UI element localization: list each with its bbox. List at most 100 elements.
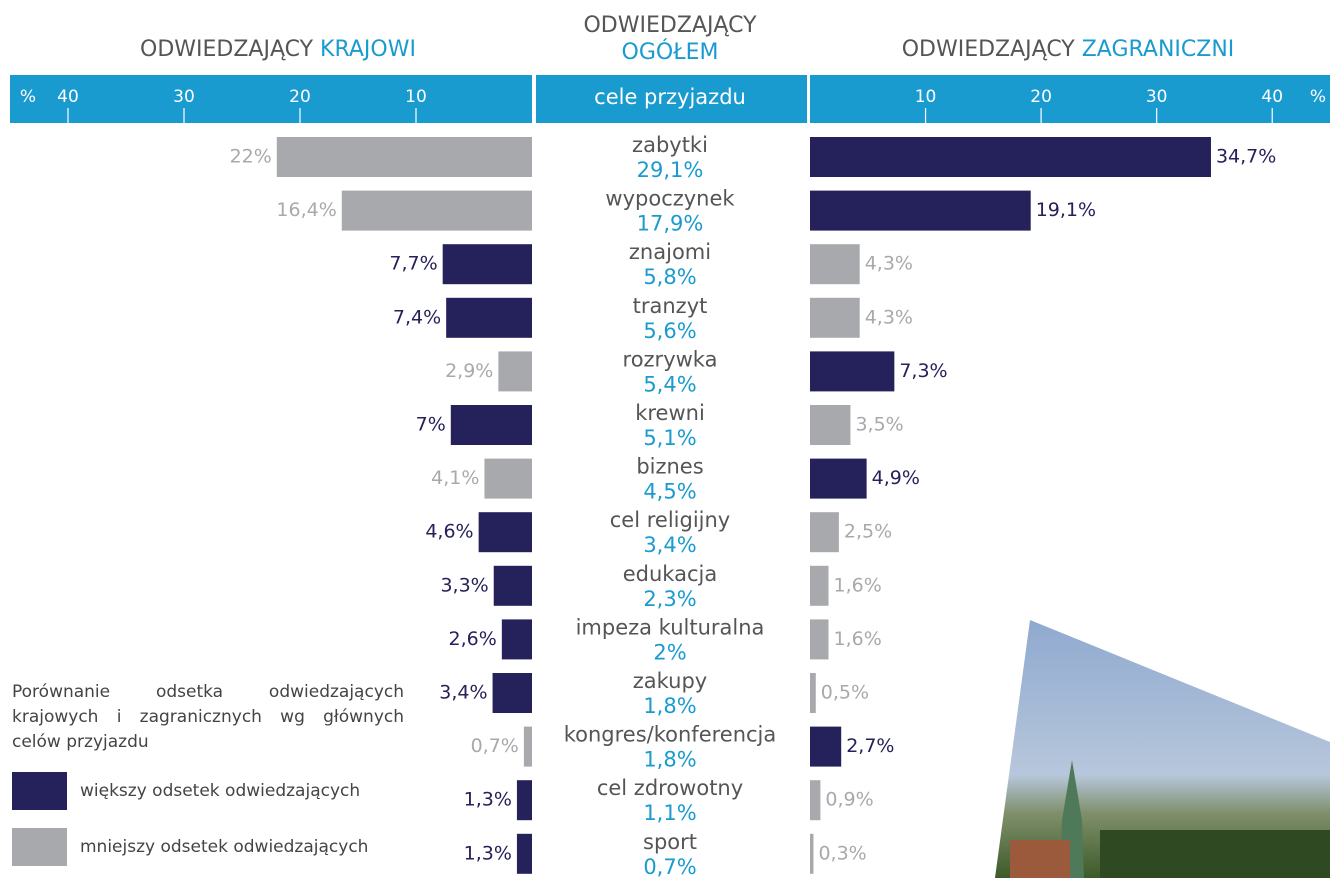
total-label: 17,9%	[637, 212, 704, 236]
value-label: 16,4%	[276, 199, 336, 221]
value-label: 3,3%	[440, 574, 488, 596]
legend-swatch	[12, 828, 67, 866]
x-tick-label: 10	[915, 87, 937, 107]
bar	[810, 191, 1031, 231]
x-tick-label: 30	[173, 87, 195, 107]
total-label: 5,1%	[643, 426, 696, 450]
bar	[810, 459, 867, 499]
category-label: biznes	[636, 455, 703, 479]
bar	[810, 619, 828, 659]
category-label: wypoczynek	[605, 187, 735, 211]
bar	[810, 512, 839, 552]
value-label: 1,3%	[464, 842, 512, 864]
category-label: sport	[643, 830, 697, 854]
value-label: 0,3%	[818, 842, 866, 864]
value-label: 1,6%	[833, 574, 881, 596]
value-label: 0,7%	[471, 735, 519, 757]
center-title: OGÓŁEM	[622, 39, 719, 65]
value-label: 22%	[230, 146, 272, 168]
value-label: 2,7%	[846, 735, 894, 757]
category-label: znajomi	[629, 240, 711, 264]
category-label: cel zdrowotny	[597, 776, 743, 800]
value-label: 34,7%	[1216, 146, 1276, 168]
bar	[810, 244, 860, 284]
total-label: 1,8%	[643, 694, 696, 718]
x-tick-label: 40	[1261, 87, 1283, 107]
value-label: 3,5%	[855, 414, 903, 436]
legend-label: większy odsetek odwiedzających	[80, 781, 360, 801]
category-label: tranzyt	[633, 294, 708, 318]
value-label: 2,9%	[445, 360, 493, 382]
value-label: 7%	[416, 414, 446, 436]
value-label: 1,3%	[464, 789, 512, 811]
x-tick-label: 20	[289, 87, 311, 107]
value-label: 0,5%	[821, 682, 869, 704]
total-label: 3,4%	[643, 533, 696, 557]
bar	[494, 566, 532, 606]
chart: ODWIEDZAJĄCY KRAJOWI ODWIEDZAJĄCY OGÓŁEM…	[0, 0, 1330, 878]
value-label: 2,6%	[449, 628, 497, 650]
bar	[810, 137, 1211, 177]
bar	[524, 727, 532, 767]
value-label: 4,1%	[431, 467, 479, 489]
header-band	[10, 75, 532, 123]
x-tick-label: 30	[1146, 87, 1168, 107]
value-label: 4,3%	[865, 306, 913, 328]
bar	[342, 191, 532, 231]
category-label: zakupy	[633, 669, 707, 693]
bar	[810, 405, 850, 445]
x-tick-label: 40	[57, 87, 79, 107]
category-label: rozrywka	[623, 347, 718, 371]
bar	[502, 619, 532, 659]
total-label: 29,1%	[637, 158, 704, 182]
caption-box: Porównanie odsetka odwiedzających krajow…	[12, 680, 404, 760]
photo	[995, 620, 1330, 878]
bar	[810, 727, 841, 767]
legend-swatch	[12, 772, 67, 810]
total-label: 1,1%	[643, 801, 696, 825]
unit-label: %	[1310, 87, 1326, 107]
right-title: ODWIEDZAJĄCY ZAGRANICZNI	[902, 37, 1235, 62]
bar	[484, 459, 532, 499]
total-label: 1,8%	[643, 748, 696, 772]
value-label: 7,7%	[389, 253, 437, 275]
value-label: 4,6%	[425, 521, 473, 543]
x-tick-label: 10	[405, 87, 427, 107]
category-label: impeza kulturalna	[576, 615, 765, 639]
bar	[810, 780, 820, 820]
header-band	[810, 75, 1330, 123]
bar	[810, 834, 813, 874]
category-label: krewni	[635, 401, 705, 425]
value-label: 3,4%	[439, 682, 487, 704]
category-label: kongres/konferencja	[564, 723, 777, 747]
total-label: 2%	[653, 640, 686, 664]
value-label: 0,9%	[825, 789, 873, 811]
bar	[479, 512, 532, 552]
unit-label: %	[20, 87, 36, 107]
bar	[443, 244, 532, 284]
category-label: zabytki	[632, 133, 708, 157]
bar	[517, 780, 532, 820]
center-title: ODWIEDZAJĄCY	[583, 13, 757, 38]
value-label: 1,6%	[833, 628, 881, 650]
bar	[517, 834, 532, 874]
bar	[451, 405, 532, 445]
bar	[810, 673, 816, 713]
center-header: cele przyjazdu	[594, 85, 746, 109]
value-label: 19,1%	[1036, 199, 1096, 221]
total-label: 4,5%	[643, 480, 696, 504]
category-label: cel religijny	[610, 508, 730, 532]
x-tick-label: 20	[1030, 87, 1052, 107]
bar	[493, 673, 532, 713]
bar	[498, 351, 532, 391]
value-label: 7,3%	[899, 360, 947, 382]
total-label: 0,7%	[643, 855, 696, 878]
caption: Porównanie odsetka odwiedzających krajow…	[12, 680, 404, 755]
total-label: 5,6%	[643, 319, 696, 343]
bar	[277, 137, 532, 177]
bar	[810, 566, 828, 606]
category-label: edukacja	[623, 562, 717, 586]
total-label: 5,8%	[643, 265, 696, 289]
left-title: ODWIEDZAJĄCY KRAJOWI	[140, 37, 416, 62]
bar	[810, 298, 860, 338]
